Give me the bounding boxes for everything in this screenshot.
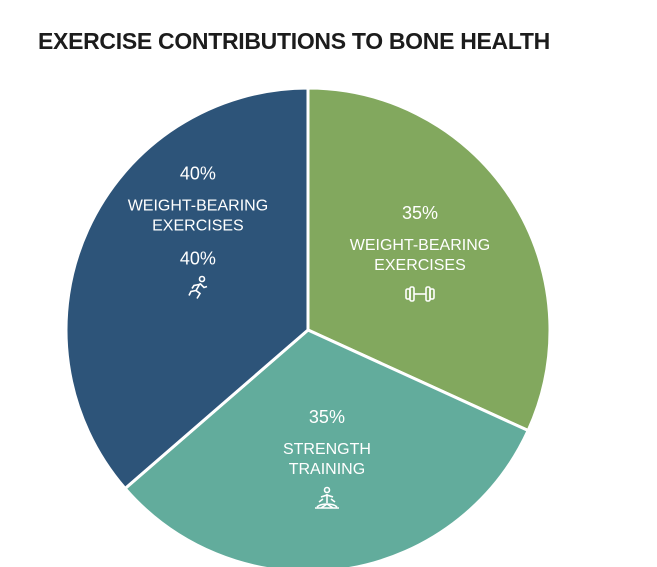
- value-label: 35%: [308, 406, 345, 427]
- annotation: 40%: [179, 248, 216, 269]
- slice-label: 35% STRENGTH TRAINING: [247, 407, 407, 517]
- icon: [405, 286, 435, 302]
- icon: [188, 275, 208, 299]
- category-label: WEIGHT-BEARING EXERCISES: [349, 237, 491, 275]
- slice-label: 40% WEIGHT-BEARING EXERCISES 40%: [118, 163, 278, 306]
- slice-label: 35% WEIGHT-BEARING EXERCISES: [340, 203, 500, 313]
- icon: [314, 486, 339, 509]
- chart-title: EXERCISE CONTRIBUTIONS TO BONE HEALTH: [38, 28, 550, 54]
- pie-slice: [64, 86, 310, 491]
- value-label: 35%: [401, 203, 438, 224]
- pie-slice: [306, 86, 552, 433]
- category-label: WEIGHT-BEARING EXERCISES: [127, 197, 269, 235]
- category-label: STRENGTH TRAINING: [282, 440, 371, 478]
- pie-slice: [122, 328, 531, 567]
- value-label: 40%: [179, 163, 216, 184]
